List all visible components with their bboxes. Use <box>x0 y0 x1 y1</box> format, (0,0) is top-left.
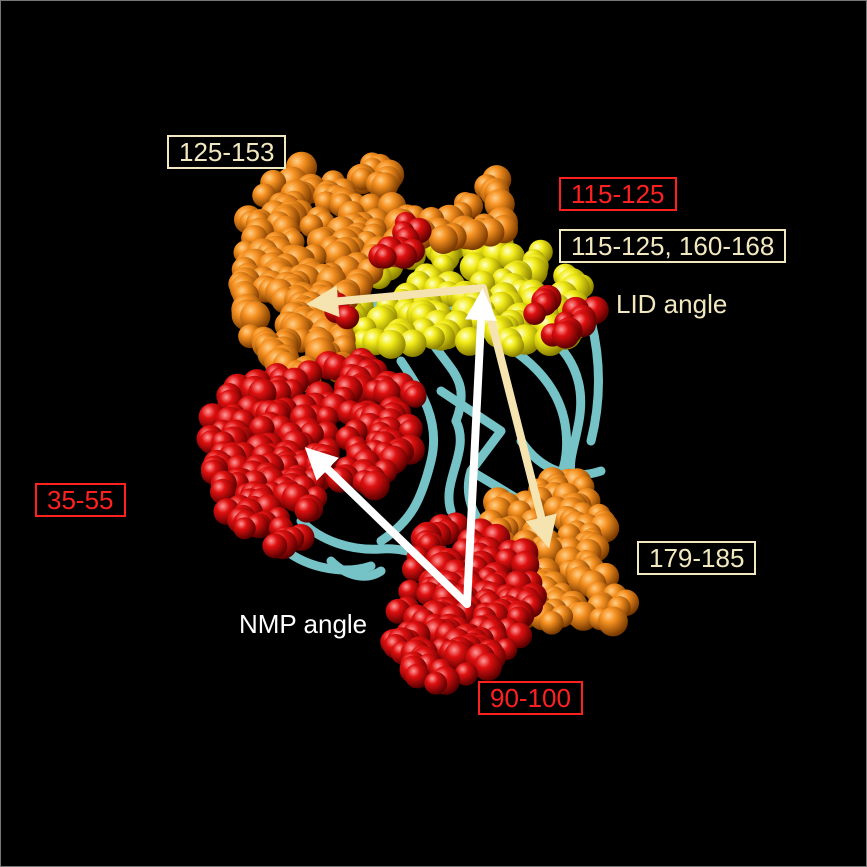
nmp-angle-arrows <box>304 288 498 608</box>
atom-sphere <box>523 302 546 326</box>
atom-sphere <box>398 329 427 358</box>
nmp-arrow-left <box>304 447 471 608</box>
lid-angle-annotation: LID angle <box>616 289 728 319</box>
label-35-55: 35-55 <box>35 483 126 517</box>
atom-sphere <box>391 243 418 269</box>
atom-sphere <box>539 611 564 635</box>
atom-sphere <box>473 652 502 681</box>
label-115-125-160-168: 115-125, 160-168 <box>559 229 787 263</box>
atom-sphere <box>359 470 390 501</box>
atom-sphere <box>210 478 236 505</box>
nmp-arrow-up <box>463 288 498 608</box>
atom-sphere <box>335 305 360 330</box>
atom-sphere <box>454 662 478 686</box>
atom-sphere <box>294 497 320 523</box>
label-115-125: 115-125 <box>559 177 677 211</box>
atom-sphere <box>424 671 448 695</box>
lid-arrow-down <box>479 284 557 549</box>
atom-sphere <box>376 329 406 359</box>
atom-sphere <box>501 334 525 357</box>
atom-sphere <box>551 321 580 349</box>
atom-sphere <box>598 606 628 637</box>
red-domain-spheres-35-55 <box>196 347 427 560</box>
label-179-185: 179-185 <box>637 541 757 575</box>
atom-sphere <box>405 663 430 689</box>
atom-sphere <box>403 385 427 408</box>
lid-angle-arrows <box>306 284 557 549</box>
atom-sphere <box>374 246 397 269</box>
atom-sphere <box>262 533 288 559</box>
red-accent-spheres-115-125 <box>324 211 609 349</box>
atom-sphere <box>421 326 445 350</box>
atom-sphere <box>428 225 458 254</box>
label-125-153: 125-153 <box>167 135 287 169</box>
lid-arrow-left <box>306 284 487 318</box>
label-90-100: 90-100 <box>478 681 583 715</box>
nmp-angle-annotation: NMP angle <box>239 609 368 639</box>
atom-sphere <box>240 301 271 332</box>
atom-sphere <box>233 517 256 540</box>
